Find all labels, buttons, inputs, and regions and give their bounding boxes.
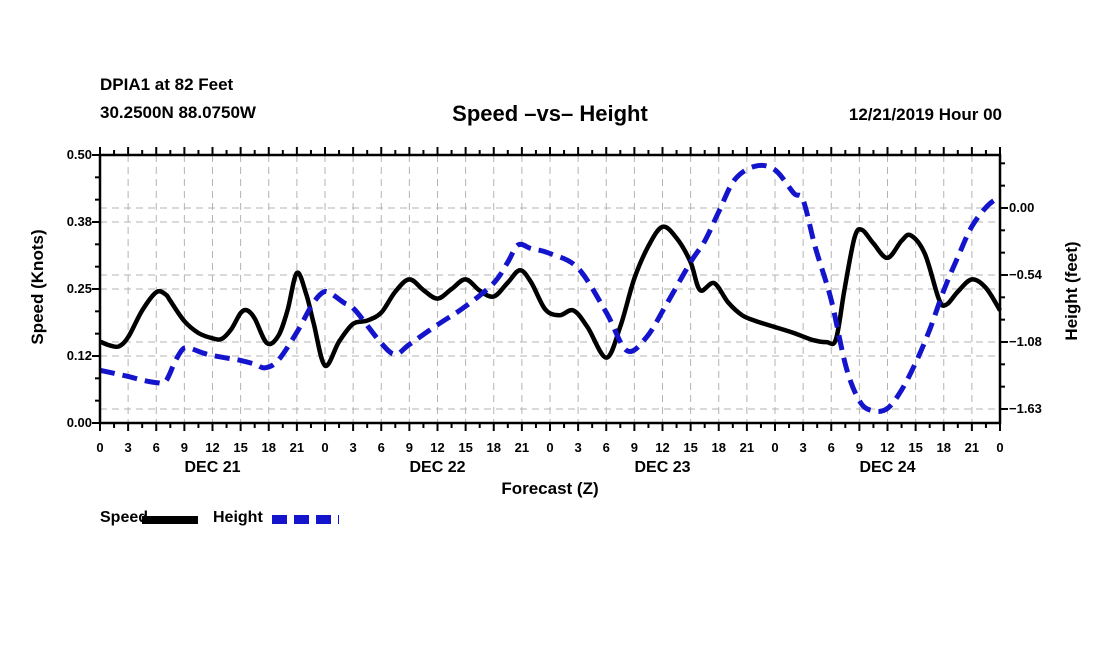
station-name: DPIA1 at 82 Feet [100, 75, 234, 94]
chart-title: Speed –vs– Height [452, 101, 648, 126]
x-tick-label: 3 [349, 440, 357, 455]
x-tick-label: 0 [996, 440, 1004, 455]
x-tick-label: 21 [514, 440, 530, 455]
station-coordinates: 30.2500N 88.0750W [100, 103, 256, 122]
y-left-tick-label: 0.00 [66, 415, 92, 430]
x-tick-label: 0 [771, 440, 779, 455]
x-tick-label: 9 [855, 440, 863, 455]
x-tick-label: 0 [546, 440, 554, 455]
x-tick-label: 18 [486, 440, 501, 455]
y-left-tick-label: 0.25 [66, 281, 92, 296]
height-curve [99, 162, 1002, 414]
day-label: DEC 23 [634, 459, 691, 476]
y-left-tick-label: 0.50 [66, 147, 92, 162]
x-tick-label: 12 [655, 440, 670, 455]
x-tick-label: 3 [124, 440, 132, 455]
day-label: DEC 22 [409, 459, 466, 476]
x-tick-label: 21 [964, 440, 980, 455]
x-tick-label: 15 [233, 440, 248, 455]
x-tick-label: 6 [152, 440, 160, 455]
x-tick-label: 15 [458, 440, 473, 455]
y-right-tick-label: −1.63 [1009, 400, 1042, 416]
y-left-tick-label: 0.12 [66, 348, 92, 363]
y-left-tick-label: 0.38 [66, 214, 92, 229]
x-tick-label: 6 [377, 440, 385, 455]
x-tick-label: 12 [430, 440, 445, 455]
x-tick-label: 9 [405, 440, 413, 455]
x-tick-label: 3 [799, 440, 807, 455]
legend-height-label: Height [213, 509, 263, 526]
y-right-tick-label: 0.00 [1009, 199, 1035, 215]
x-tick-label: 12 [205, 440, 220, 455]
x-tick-label: 21 [289, 440, 305, 455]
legend-height-swatch [272, 515, 339, 524]
x-tick-label: 18 [711, 440, 726, 455]
x-tick-label: 9 [180, 440, 188, 455]
x-tick-label: 15 [908, 440, 923, 455]
forecast-datetime: 12/21/2019 Hour 00 [848, 105, 1002, 124]
y-right-tick-label: −1.08 [1009, 333, 1042, 349]
legend-speed-label: Speed [100, 509, 149, 526]
y-right-tick-label: −0.54 [1009, 266, 1042, 282]
x-tick-label: 21 [739, 440, 755, 455]
x-tick-label: 9 [630, 440, 638, 455]
x-axis-label: Forecast (Z) [501, 479, 599, 498]
x-tick-label: 0 [321, 440, 329, 455]
x-tick-label: 15 [683, 440, 698, 455]
speed-curve [99, 224, 1002, 368]
day-label: DEC 24 [859, 459, 916, 476]
x-tick-label: 12 [880, 440, 895, 455]
x-tick-label: 0 [96, 440, 104, 455]
day-label: DEC 21 [184, 459, 241, 476]
x-tick-label: 18 [936, 440, 951, 455]
x-tick-label: 3 [574, 440, 582, 455]
y-axis-label-height: Height (feet) [1062, 241, 1081, 341]
x-tick-label: 6 [827, 440, 835, 455]
x-tick-label: 6 [602, 440, 610, 455]
legend-speed-swatch [142, 516, 198, 524]
x-tick-label: 18 [261, 440, 276, 455]
